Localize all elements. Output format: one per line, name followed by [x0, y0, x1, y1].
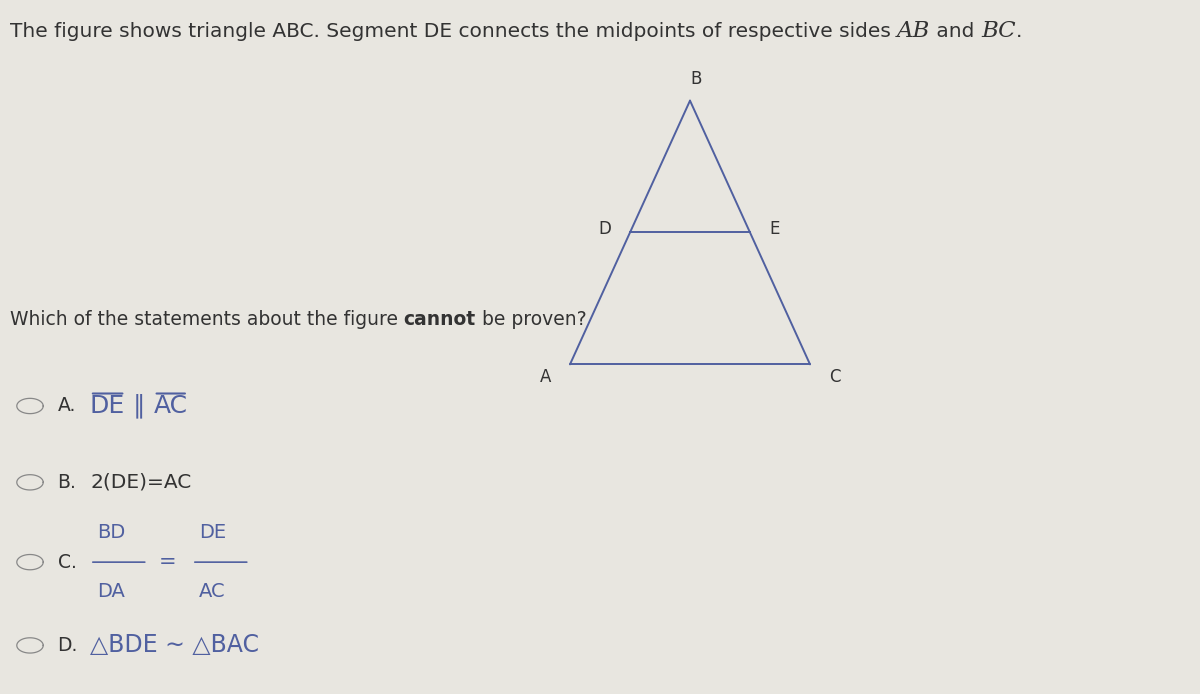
Text: D.: D. [58, 636, 78, 655]
Text: A.: A. [58, 396, 76, 416]
Text: △BDE ∼ △BAC: △BDE ∼ △BAC [90, 634, 259, 657]
Text: ∥: ∥ [125, 393, 154, 418]
Text: D: D [598, 220, 611, 238]
Text: DA: DA [97, 582, 125, 601]
Text: AB: AB [896, 20, 930, 42]
Text: be proven?: be proven? [475, 310, 587, 329]
Text: C.: C. [58, 552, 77, 572]
Text: Which of the statements about the figure: Which of the statements about the figure [10, 310, 403, 329]
Text: =: = [158, 552, 176, 572]
Text: C: C [829, 368, 841, 386]
Text: BD: BD [97, 523, 126, 543]
Text: DE: DE [199, 523, 227, 543]
Text: B.: B. [58, 473, 77, 492]
Text: E: E [769, 220, 780, 238]
Text: AC: AC [154, 394, 187, 418]
Text: A: A [540, 368, 551, 386]
Text: The figure shows triangle ABC. Segment DE connects the midpoints of respective s: The figure shows triangle ABC. Segment D… [10, 22, 896, 41]
Text: DE: DE [90, 394, 125, 418]
Text: BC: BC [980, 20, 1015, 42]
Text: AC: AC [199, 582, 226, 601]
Text: .: . [1015, 22, 1022, 41]
Text: and: and [930, 22, 980, 41]
Text: B: B [690, 70, 702, 88]
Text: 2(DE)=AC: 2(DE)=AC [90, 473, 191, 492]
Text: cannot: cannot [403, 310, 475, 329]
